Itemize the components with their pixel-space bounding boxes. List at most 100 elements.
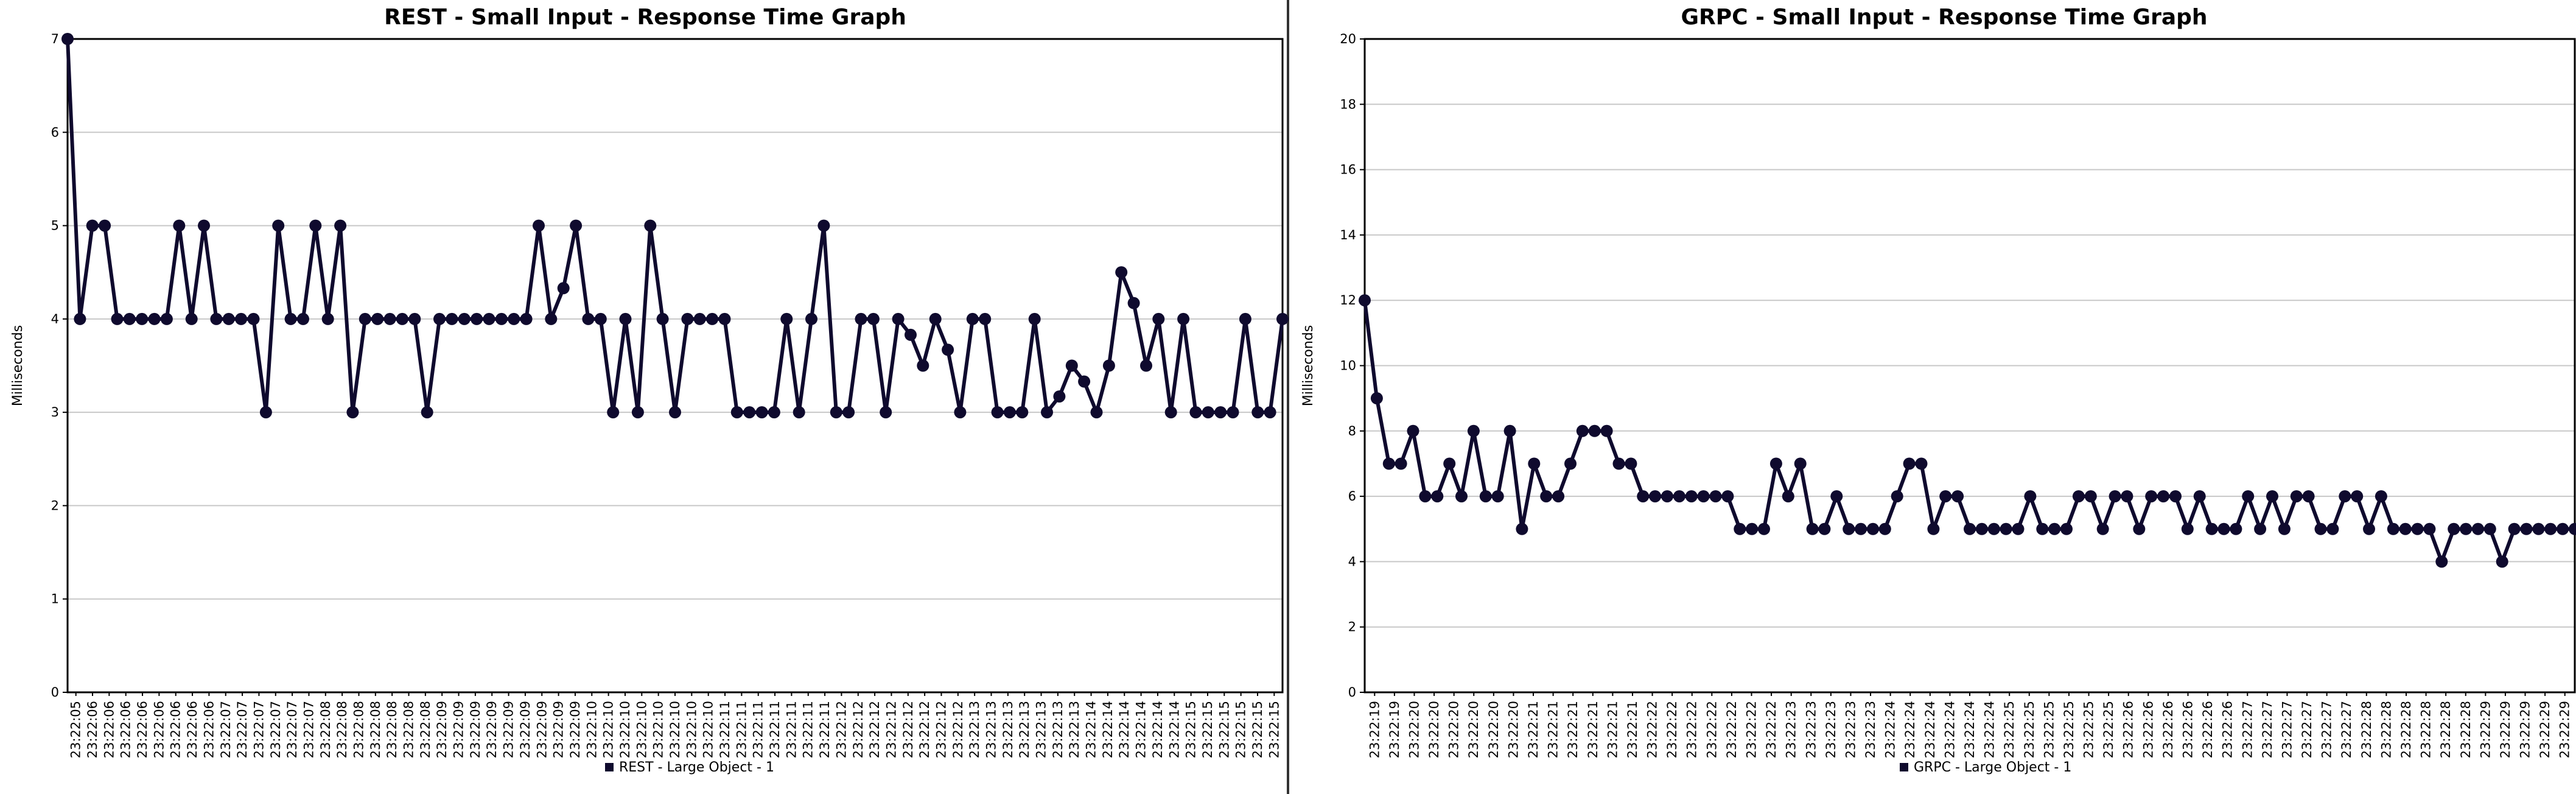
rest-data-point: [917, 359, 929, 372]
grpc-data-point: [2351, 490, 2364, 503]
grpc-x-tick-label: 23:22:22: [1724, 701, 1739, 758]
grpc-x-tick-label: 23:22:25: [2002, 701, 2017, 758]
rest-data-point: [359, 312, 371, 325]
grpc-data-point: [2036, 522, 2049, 535]
grpc-y-tick-label: 4: [1348, 554, 1356, 569]
grpc-data-point: [1721, 490, 1734, 503]
rest-data-point: [61, 33, 74, 45]
grpc-x-tick-label: 23:22:29: [2478, 701, 2493, 758]
grpc-data-point: [1467, 424, 1480, 437]
rest-x-tick-label: 23:22:14: [1134, 701, 1149, 758]
grpc-data-point: [1612, 457, 1625, 470]
rest-y-tick-label: 4: [51, 312, 59, 326]
grpc-y-tick-label: 16: [1340, 163, 1356, 177]
grpc-data-point: [2254, 522, 2267, 535]
grpc-data-point: [2569, 522, 2576, 535]
grpc-data-point: [1564, 457, 1577, 470]
grpc-data-point: [1939, 490, 1952, 503]
rest-x-tick-label: 23:22:13: [1067, 701, 1082, 758]
rest-data-point: [743, 406, 756, 419]
rest-x-tick-label: 23:22:13: [1051, 701, 1065, 758]
grpc-data-point: [1516, 522, 1528, 535]
grpc-data-point: [2133, 522, 2146, 535]
grpc-data-point: [2557, 522, 2569, 535]
rest-chart-title: REST - Small Input - Response Time Graph: [384, 5, 906, 30]
rest-data-point: [929, 312, 942, 325]
rest-data-point: [297, 312, 309, 325]
grpc-data-point: [1431, 490, 1444, 503]
rest-x-tick-label: 23:22:15: [1234, 701, 1248, 758]
rest-x-tick-label: 23:22:09: [534, 701, 549, 758]
grpc-data-point: [1359, 294, 1371, 307]
grpc-data-point: [1673, 490, 1685, 503]
rest-data-point: [483, 312, 495, 325]
rest-data-point: [892, 312, 905, 325]
rest-x-tick-label: 23:22:09: [485, 701, 499, 758]
rest-data-point: [582, 312, 595, 325]
rest-x-tick-label: 23:22:14: [1167, 701, 1181, 758]
grpc-x-tick-label: 23:22:28: [2399, 701, 2413, 758]
rest-x-tick-label: 23:22:11: [734, 701, 749, 758]
rest-data-point: [334, 219, 347, 232]
grpc-x-tick-label: 23:22:24: [1923, 701, 1937, 758]
grpc-x-tick-label: 23:22:23: [1824, 701, 1838, 758]
rest-data-point: [520, 312, 533, 325]
grpc-data-point: [1625, 457, 1637, 470]
grpc-x-tick-label: 23:22:27: [2260, 701, 2275, 758]
grpc-data-point: [2266, 490, 2278, 503]
rest-x-tick-label: 23:22:06: [169, 701, 183, 758]
rest-data-point: [421, 406, 433, 419]
rest-legend-swatch: [605, 763, 614, 771]
rest-legend: REST - Large Object - 1: [605, 760, 774, 775]
rest-x-tick-label: 23:22:13: [1034, 701, 1049, 758]
rest-data-point: [557, 282, 570, 295]
rest-data-point: [123, 312, 136, 325]
rest-data-point: [1115, 266, 1128, 279]
grpc-data-point: [1843, 522, 1855, 535]
rest-x-tick-label: 23:22:12: [834, 701, 849, 758]
grpc-x-tick-label: 23:22:20: [1486, 701, 1501, 758]
grpc-data-point: [1588, 424, 1601, 437]
grpc-legend-label: GRPC - Large Object - 1: [1914, 760, 2071, 775]
rest-data-point: [533, 219, 545, 232]
rest-data-point: [830, 406, 842, 419]
rest-data-point: [198, 219, 210, 232]
grpc-y-axis-label: Milliseconds: [1301, 325, 1316, 406]
rest-x-tick-label: 23:22:05: [69, 701, 83, 758]
rest-x-tick-label: 23:22:10: [618, 701, 632, 758]
grpc-data-point: [2508, 522, 2521, 535]
rest-data-point: [1016, 406, 1029, 419]
grpc-data-point: [2399, 522, 2412, 535]
grpc-data-point: [2483, 522, 2496, 535]
rest-data-point: [259, 406, 272, 419]
grpc-x-tick-label: 23:22:22: [1665, 701, 1679, 758]
rest-data-point: [471, 312, 483, 325]
grpc-x-tick-label: 23:22:21: [1625, 701, 1640, 758]
rest-x-tick-label: 23:22:07: [268, 701, 283, 758]
grpc-x-tick-label: 23:22:22: [1745, 701, 1759, 758]
grpc-x-tick-label: 23:22:25: [2022, 701, 2037, 758]
rest-data-point: [1127, 297, 1140, 309]
rest-data-point: [1065, 359, 1078, 372]
grpc-data-point: [1479, 490, 1492, 503]
grpc-x-tick-label: 23:22:22: [1704, 701, 1719, 758]
grpc-data-point: [1758, 522, 1770, 535]
rest-x-tick-label: 23:22:15: [1200, 701, 1215, 758]
rest-x-tick-label: 23:22:13: [1001, 701, 1015, 758]
grpc-x-tick-label: 23:22:28: [2379, 701, 2393, 758]
rest-data-point: [867, 312, 880, 325]
grpc-x-tick-label: 23:22:26: [2161, 701, 2175, 758]
rest-x-tick-label: 23:22:07: [251, 701, 266, 758]
rest-data-point: [173, 219, 186, 232]
grpc-data-point: [1503, 424, 1516, 437]
rest-x-tick-label: 23:22:06: [152, 701, 166, 758]
grpc-x-tick-label: 23:22:28: [2419, 701, 2434, 758]
rest-data-point: [222, 312, 235, 325]
grpc-data-point: [2096, 522, 2109, 535]
grpc-data-point: [1443, 457, 1456, 470]
grpc-x-tick-label: 23:22:29: [2498, 701, 2513, 758]
grpc-data-point: [2423, 522, 2436, 535]
grpc-data-point: [2302, 490, 2315, 503]
grpc-data-point: [2496, 555, 2508, 568]
grpc-data-point: [1600, 424, 1613, 437]
